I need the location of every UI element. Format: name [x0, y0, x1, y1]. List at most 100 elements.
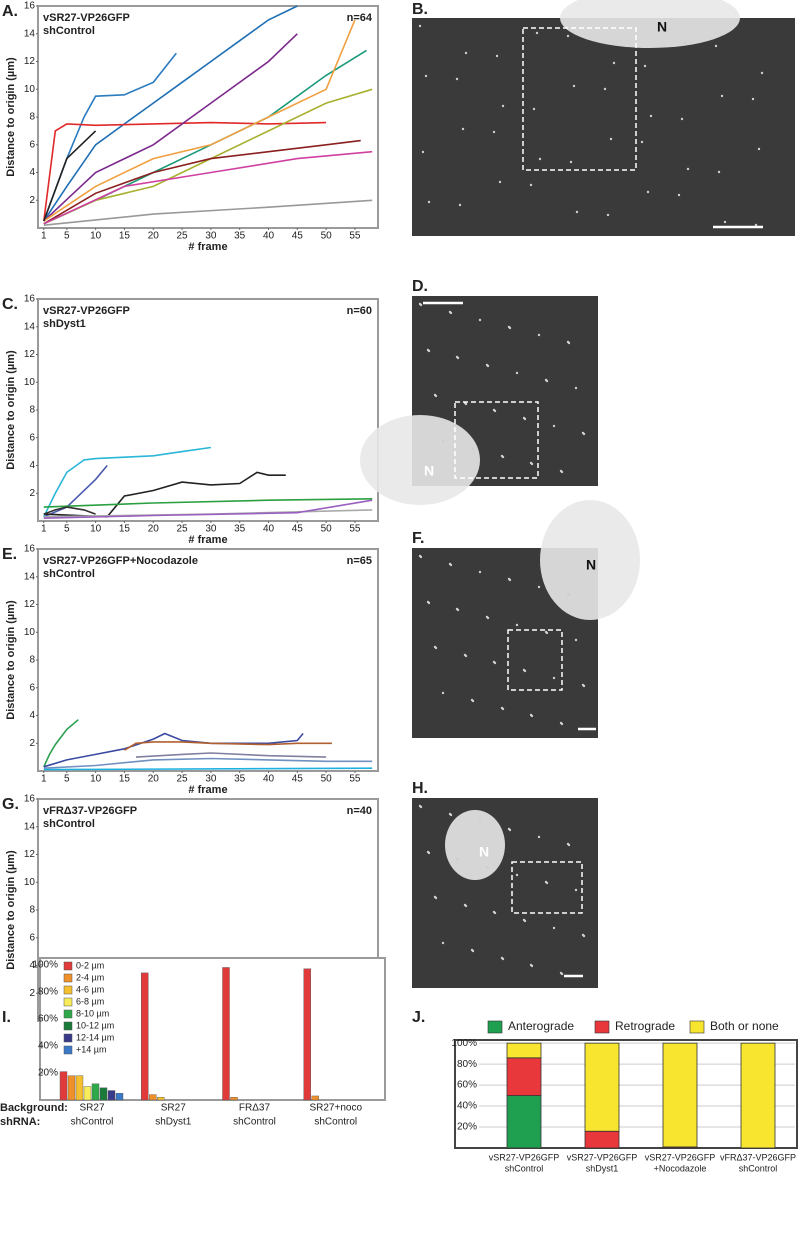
bar [149, 1094, 157, 1101]
bar [311, 1095, 319, 1101]
y-tick-label: 12 [24, 56, 36, 67]
particle [680, 117, 684, 121]
particle [574, 888, 578, 892]
particle [492, 130, 496, 134]
particle [646, 190, 650, 194]
legend-swatch [689, 1020, 705, 1034]
particle [501, 455, 505, 459]
bar-segment [584, 1130, 620, 1149]
plot-frame [37, 548, 379, 772]
bar [222, 967, 230, 1101]
micrograph [412, 798, 598, 988]
particle [537, 835, 541, 839]
x-tick-label: 35 [234, 524, 246, 535]
region-box [454, 401, 539, 479]
series-line [43, 121, 327, 222]
particle [582, 432, 586, 436]
y-tick-label: 6 [29, 139, 35, 150]
particle [567, 843, 571, 847]
bar [67, 1075, 76, 1101]
nucleus-glow [560, 0, 740, 48]
particle [498, 180, 502, 184]
x-tick-label: 30 [205, 231, 217, 242]
x-tick-label: 10 [90, 774, 102, 785]
nucleus-marker: N [424, 463, 434, 479]
particle [529, 183, 533, 187]
particle [530, 964, 534, 968]
series-line [43, 446, 212, 518]
bar [157, 1097, 165, 1101]
x-tick-label: 30 [205, 774, 217, 785]
y-tick-label: 80% [457, 1059, 477, 1070]
panel-label: D. [412, 278, 428, 295]
x-tick-label: 1 [41, 524, 47, 535]
particle [478, 318, 482, 322]
particle [508, 326, 512, 330]
panel-label: C. [2, 296, 18, 313]
y-tick-label: 14 [24, 28, 36, 39]
particle [649, 114, 653, 118]
x-axis-label: # frame [188, 534, 227, 546]
series-line [43, 767, 373, 771]
legend-swatch [63, 1033, 73, 1043]
x-tick-label: 40 [263, 231, 275, 242]
legend-label: 8-10 µm [76, 1008, 109, 1018]
y-tick-label: 2 [29, 488, 35, 499]
category-label: vSR27-VP26GFP [567, 1152, 638, 1162]
bar [230, 1097, 238, 1101]
x-axis-label: # frame [188, 784, 227, 796]
particle [434, 646, 438, 650]
y-tick-label: 100% [451, 1038, 477, 1049]
y-tick-label: 10 [24, 877, 36, 888]
x-tick-label: 5 [64, 774, 70, 785]
y-tick-label: 16 [24, 794, 36, 805]
series-line [43, 498, 373, 508]
chart-title: vFRΔ37-VP26GFP [43, 805, 137, 817]
x-tick-label: 25 [177, 774, 189, 785]
x-tick-label: 45 [292, 774, 304, 785]
particle [464, 654, 468, 658]
subcategory-label: shControl [314, 1117, 357, 1128]
y-tick-label: 12 [24, 849, 36, 860]
legend-swatch [63, 1045, 73, 1055]
x-tick-label: 15 [119, 524, 131, 535]
subcategory-label: shControl [739, 1163, 778, 1173]
chart-title: vSR27-VP26GFP+Nocodazole [43, 555, 198, 567]
y-tick-label: 12 [24, 349, 36, 360]
y-tick-label: 6 [29, 932, 35, 943]
particle [566, 34, 570, 38]
bar-segment [740, 1042, 776, 1149]
bar [141, 972, 149, 1101]
legend-label: Both or none [710, 1019, 779, 1033]
particle [419, 555, 423, 559]
particle [418, 24, 422, 28]
bar-segment [662, 1042, 698, 1148]
particle [478, 820, 482, 824]
x-tick-label: 55 [349, 231, 361, 242]
particle [495, 54, 499, 58]
particle [471, 447, 475, 451]
particle [609, 137, 613, 141]
x-tick-label: 20 [148, 231, 160, 242]
bar [83, 1086, 92, 1101]
y-tick-label: 6 [29, 432, 35, 443]
particle [471, 949, 475, 953]
x-tick-label: 10 [90, 231, 102, 242]
panel-label: J. [412, 1009, 425, 1026]
x-tick-label: 45 [292, 231, 304, 242]
nucleus-glow [445, 810, 505, 880]
sample-size: n=40 [347, 805, 372, 817]
y-tick-label: 6 [29, 682, 35, 693]
bar [59, 1071, 68, 1101]
particle [575, 210, 579, 214]
region-box [507, 629, 563, 691]
category-label: vSR27-VP26GFP [645, 1152, 716, 1162]
particle [545, 631, 549, 635]
particle [723, 220, 727, 224]
particle [612, 61, 616, 65]
particle [427, 601, 431, 605]
particle [560, 722, 564, 726]
particle [574, 386, 578, 390]
particle [486, 364, 490, 368]
